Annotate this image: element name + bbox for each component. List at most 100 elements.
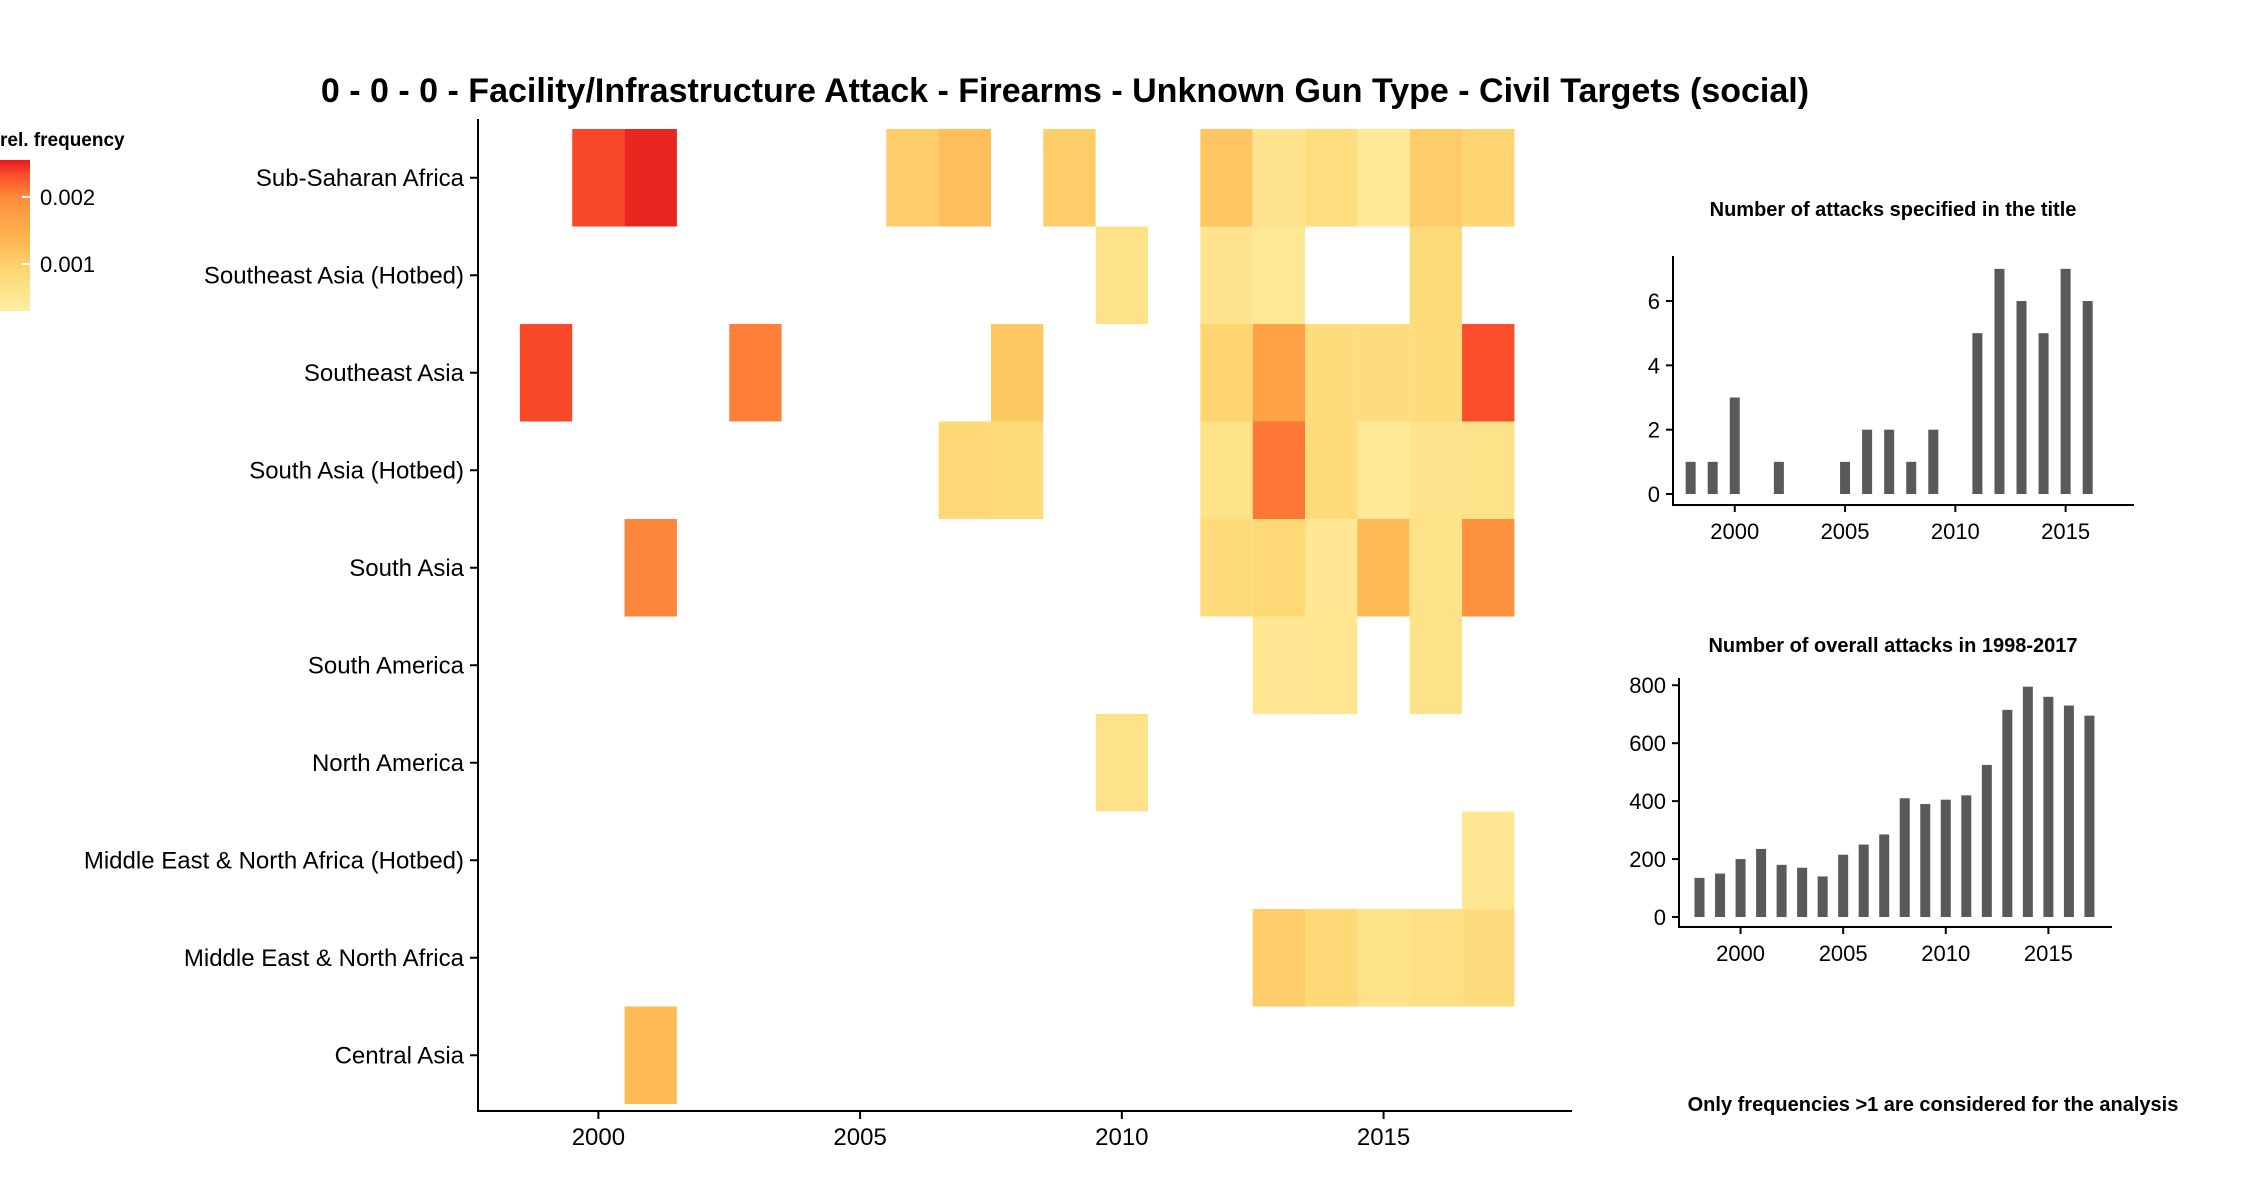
heatmap-cell <box>1305 324 1358 422</box>
bar <box>1735 859 1746 917</box>
y-tick-label: 400 <box>1629 789 1666 814</box>
bar <box>1756 848 1767 917</box>
x-tick-label: 2010 <box>1931 519 1980 544</box>
heatmap-cell <box>1095 714 1149 812</box>
heatmap-cell <box>572 129 625 227</box>
bar <box>2084 715 2095 917</box>
y-tick-label: Southeast Asia <box>304 360 465 387</box>
y-tick-label: South Asia (Hotbed) <box>249 457 464 484</box>
heatmap-cell <box>1305 616 1358 714</box>
heatmap-cell <box>1252 519 1306 617</box>
legend-colorbar <box>0 160 30 311</box>
legend: rel. frequency 0.002 0.001 <box>0 130 125 311</box>
heatmap-cell <box>1200 226 1253 324</box>
heatmap-cell <box>1305 129 1358 227</box>
bar <box>2063 705 2074 917</box>
heatmap-cell <box>1200 421 1253 519</box>
bar <box>1707 461 1718 494</box>
heatmap-cell <box>1357 324 1410 422</box>
heatmap-cell <box>938 129 991 227</box>
y-tick-label: 200 <box>1629 847 1666 872</box>
x-tick-label: 2005 <box>1821 519 1870 544</box>
legend-ticks: 0.002 0.001 <box>22 185 95 277</box>
heatmap-x-axis: 2000 2005 2010 2015 <box>572 1111 1410 1151</box>
y-tick-label: 0 <box>1648 482 1660 507</box>
heatmap-cell <box>624 519 677 617</box>
bar <box>1961 795 1972 917</box>
x-tick-label: 2010 <box>1921 941 1970 966</box>
y-tick-label: North America <box>312 750 465 777</box>
heatmap-cell <box>1462 129 1515 227</box>
heatmap-cell <box>1357 421 1410 519</box>
heatmap-cell <box>1357 519 1410 617</box>
bar <box>1994 268 2005 494</box>
x-tick-label: 2000 <box>1716 941 1765 966</box>
bar <box>1685 461 1696 494</box>
bar <box>1817 876 1828 917</box>
x-tick-label: 2015 <box>2041 519 2090 544</box>
analysis-note: Only frequencies >1 are considered for t… <box>1688 1094 2179 1116</box>
heatmap-cell <box>1252 421 1306 519</box>
y-tick-label: Southeast Asia (Hotbed) <box>204 262 464 289</box>
heatmap-cell <box>990 324 1044 422</box>
bar <box>1884 429 1895 494</box>
heatmap-cell <box>1305 421 1358 519</box>
heatmap-cells <box>519 129 1515 1104</box>
heatmap-cell <box>1043 129 1096 227</box>
heatmap-cell <box>886 129 939 227</box>
heatmap-cell <box>1462 421 1515 519</box>
heatmap-cell <box>1409 129 1463 227</box>
bar-chart-1: 0 2 4 6 2000 2005 2010 2015 <box>1648 256 2134 544</box>
heatmap-cell <box>1252 226 1306 324</box>
bar <box>1715 873 1726 917</box>
heatmap-cell <box>1409 519 1463 617</box>
bar <box>1694 877 1705 917</box>
heatmap-cell <box>1200 129 1253 227</box>
legend-tick-label: 0.001 <box>40 252 95 277</box>
heatmap-cell <box>1409 421 1463 519</box>
bar <box>2016 301 2027 494</box>
heatmap-cell <box>1095 226 1149 324</box>
bar <box>1981 764 1992 917</box>
bar <box>1729 397 1740 494</box>
legend-tick-label: 0.002 <box>40 185 95 210</box>
y-tick-label: Middle East & North Africa <box>184 945 465 972</box>
bar <box>2060 268 2071 494</box>
bar <box>2038 333 2049 494</box>
bar <box>1773 461 1784 494</box>
heatmap-cell <box>1357 909 1410 1007</box>
x-tick-label: 2000 <box>572 1124 625 1151</box>
y-tick-label: 600 <box>1629 731 1666 756</box>
y-tick-label: 800 <box>1629 673 1666 698</box>
bar <box>2002 709 2013 917</box>
bar <box>1797 867 1808 917</box>
y-tick-label: 4 <box>1648 353 1660 378</box>
heatmap-cell <box>519 324 573 422</box>
heatmap-cell <box>1357 129 1410 227</box>
x-tick-label: 2015 <box>2024 941 2073 966</box>
heatmap-cell <box>1252 324 1306 422</box>
heatmap-cell <box>729 324 782 422</box>
bar <box>2082 301 2093 494</box>
bar-chart-2: 0 200 400 600 800 2000 2005 2010 2015 <box>1629 673 2112 966</box>
bar <box>2043 696 2054 917</box>
heatmap-cell <box>1200 519 1253 617</box>
y-tick-label: South America <box>308 652 465 679</box>
heatmap-cell <box>1462 519 1515 617</box>
y-tick-label: 2 <box>1648 418 1660 443</box>
heatmap-cell <box>1462 811 1515 909</box>
x-tick-label: 2010 <box>1095 1124 1148 1151</box>
heatmap-cell <box>1462 909 1515 1007</box>
legend-title: rel. frequency <box>0 130 125 151</box>
bar <box>2022 686 2033 917</box>
y-tick-label: Middle East & North Africa (Hotbed) <box>84 847 464 874</box>
bar <box>1920 804 1931 917</box>
heatmap-cell <box>1409 226 1463 324</box>
x-tick-label: 2000 <box>1710 519 1759 544</box>
heatmap-cell <box>1200 324 1253 422</box>
bar <box>1840 461 1851 494</box>
heatmap-cell <box>1252 909 1306 1007</box>
y-tick-label: Central Asia <box>335 1042 465 1069</box>
bar-chart-2-title: Number of overall attacks in 1998-2017 <box>1708 635 2077 657</box>
